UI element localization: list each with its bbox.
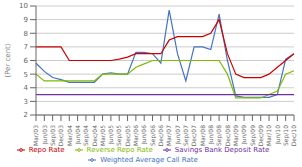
svg-text:Dec/04: Dec/04 — [91, 125, 98, 146]
html-text:Savings Bank Deposit Rate: Savings Bank Deposit Rate — [174, 146, 270, 154]
svg-text:7: 7 — [24, 43, 28, 51]
svg-text:8: 8 — [24, 30, 28, 38]
svg-text:Sep/08: Sep/08 — [215, 125, 223, 146]
svg-text:Jun/10: Jun/10 — [274, 125, 282, 145]
svg-text:Sep/03: Sep/03 — [49, 125, 57, 146]
svg-text:9: 9 — [24, 16, 28, 24]
html-text:Weighted Average Call Rate: Weighted Average Call Rate — [100, 156, 198, 164]
svg-text:Sep/05: Sep/05 — [115, 125, 123, 146]
svg-text:Sep/06: Sep/06 — [149, 125, 157, 146]
svg-text:4: 4 — [24, 84, 29, 92]
svg-text:5: 5 — [24, 71, 28, 79]
svg-text:Dec/09: Dec/09 — [257, 125, 264, 146]
svg-text:Jun/09: Jun/09 — [240, 125, 248, 145]
svg-text:Jun/03: Jun/03 — [41, 125, 49, 145]
svg-text:6: 6 — [24, 57, 29, 65]
svg-text:Mar/04: Mar/04 — [66, 125, 73, 146]
svg-text:Mar/05: Mar/05 — [99, 125, 106, 146]
svg-text:Mar/03: Mar/03 — [32, 125, 39, 146]
svg-text:Dec/10: Dec/10 — [290, 125, 294, 146]
svg-text:Sep/07: Sep/07 — [182, 125, 190, 146]
svg-text:Jun/08: Jun/08 — [207, 125, 215, 145]
svg-text:3: 3 — [24, 98, 28, 106]
svg-text:Jun/06: Jun/06 — [140, 125, 148, 145]
svg-text:Dec/03: Dec/03 — [57, 125, 64, 146]
svg-text:Mar/06: Mar/06 — [132, 125, 139, 146]
svg-text:(Per cent): (Per cent) — [8, 43, 12, 77]
svg-text:Sep/09: Sep/09 — [249, 125, 257, 146]
svg-text:Sep/10: Sep/10 — [282, 125, 290, 146]
html-text:Repo Rate: Repo Rate — [28, 146, 65, 154]
svg-text:Mar/07: Mar/07 — [165, 125, 172, 146]
svg-text:Jun/04: Jun/04 — [74, 125, 82, 145]
svg-text:Mar/08: Mar/08 — [199, 125, 206, 146]
svg-text:Dec/08: Dec/08 — [224, 125, 231, 146]
svg-text:Dec/06: Dec/06 — [157, 125, 164, 146]
svg-text:Mar/10: Mar/10 — [265, 125, 272, 146]
svg-text:Mar/09: Mar/09 — [232, 125, 239, 146]
svg-text:Jun/07: Jun/07 — [174, 125, 182, 145]
svg-text:Sep/04: Sep/04 — [82, 125, 90, 146]
svg-text:Dec/07: Dec/07 — [190, 125, 197, 146]
svg-text:2: 2 — [24, 111, 28, 119]
html-text:Reverse Repo Rate: Reverse Repo Rate — [86, 146, 153, 154]
svg-text:Jun/05: Jun/05 — [107, 125, 115, 145]
svg-text:Dec/05: Dec/05 — [124, 125, 131, 146]
svg-text:10: 10 — [19, 2, 28, 10]
